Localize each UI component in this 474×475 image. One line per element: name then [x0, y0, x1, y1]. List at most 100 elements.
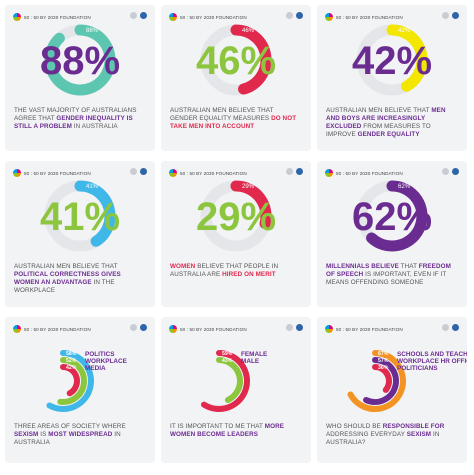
foundation-logo-icon: [13, 325, 21, 333]
infographic-card: 50 : 50 BY 2030 FOUNDATION 59% FEMALE 43% MA…: [161, 317, 311, 463]
sponsor-logo-icon: [140, 12, 147, 19]
sponsor-logos: [286, 12, 303, 19]
caption-text: AUSTRALIAN MEN BELIEVE THAT: [326, 107, 432, 114]
caption-text: IS IMPORTANT, EVEN IF IT MEANS OFFENDING…: [326, 271, 447, 286]
caption-highlight: WOMEN: [170, 263, 196, 270]
foundation-logo-icon: [13, 169, 21, 177]
foundation-name: 50 : 50 BY 2030 FOUNDATION: [336, 326, 403, 332]
sponsor-logo-icon: [442, 12, 449, 19]
foundation-header: 50 : 50 BY 2030 FOUNDATION: [169, 168, 247, 178]
sponsor-logo-icon: [442, 324, 449, 331]
caption-text: FROM MEASURES TO IMPROVE: [326, 123, 431, 138]
caption-highlight: MILLENNIALS BELIEVE: [326, 263, 399, 270]
gauge-value: 42%: [352, 39, 432, 83]
card-caption: AUSTRALIAN MEN BELIEVE THAT POLITICAL CO…: [14, 263, 146, 295]
gauge-arc: [230, 24, 272, 95]
gauge-small-label: 41%: [86, 184, 99, 190]
caption-text: THAT: [398, 263, 419, 270]
caption-highlight: RESPONSIBLE FOR: [382, 423, 445, 430]
caption-text: AUSTRALIAN MEN BELIEVE THAT GENDER EQUAL…: [170, 107, 274, 122]
sponsor-logos: [130, 12, 147, 19]
sponsor-logos: [130, 168, 147, 175]
sponsor-logo-icon: [296, 324, 303, 331]
sponsor-logos: [442, 168, 459, 175]
card-caption: AUSTRALIAN MEN BELIEVE THAT GENDER EQUAL…: [170, 107, 302, 131]
card-caption: THREE AREAS OF SOCIETY WHERE SEXISM IS M…: [14, 423, 146, 447]
sponsor-logo-icon: [442, 168, 449, 175]
foundation-name: 50 : 50 BY 2030 FOUNDATION: [24, 14, 91, 20]
caption-highlight: GENDER EQUALITY: [357, 131, 420, 138]
sponsor-logo-icon: [130, 168, 137, 175]
infographic-card: 50 : 50 BY 2030 FOUNDATION 29% 29% WOMEN BE…: [161, 161, 311, 307]
ring-arc: [347, 350, 406, 412]
foundation-header: 50 : 50 BY 2030 FOUNDATION: [13, 168, 91, 178]
foundation-name: 50 : 50 BY 2030 FOUNDATION: [180, 170, 247, 176]
caption-highlight: DO NOT TAKE MEN INTO ACCOUNT: [170, 115, 297, 130]
infographic-card: 50 : 50 BY 2030 FOUNDATION 46% 46% AUSTRALI…: [161, 5, 311, 151]
gauge-small-label: 42%: [398, 28, 411, 34]
ring-arc: [216, 357, 243, 403]
gauge-value: 88%: [40, 39, 120, 83]
foundation-header: 50 : 50 BY 2030 FOUNDATION: [325, 12, 403, 22]
sponsor-logo-icon: [140, 168, 147, 175]
infographic-card: 50 : 50 BY 2030 FOUNDATION 88% 88% THE VAST…: [5, 5, 155, 151]
caption-text: BELIEVE THAT PEOPLE IN AUSTRALIA ARE: [170, 263, 279, 278]
sponsor-logo-icon: [286, 12, 293, 19]
gauge-chart: 41% 41%: [40, 180, 120, 252]
foundation-logo-icon: [13, 13, 21, 21]
infographic-card: 50 : 50 BY 2030 FOUNDATION 67% SCHOOLS AND…: [317, 317, 467, 463]
gauge-arc: [366, 180, 428, 252]
caption-highlight: GENDER INEQUALITY IS STILL A PROBLEM: [14, 115, 133, 130]
caption-text: IS: [38, 431, 49, 438]
caption-text: IN AUSTRALIA: [71, 123, 118, 130]
foundation-name: 50 : 50 BY 2030 FOUNDATION: [336, 170, 403, 176]
caption-text: AUSTRALIAN MEN BELIEVE THAT: [14, 263, 118, 270]
card-caption: WHO SHOULD BE RESPONSIBLE FOR ADDRESSING…: [326, 423, 458, 447]
gauge-chart: 59% FEMALE 43% MALE: [201, 350, 268, 412]
gauge-chart: 62% 62%: [352, 180, 432, 252]
ring-arc: [46, 350, 94, 412]
infographic-card: 50 : 50 BY 2030 FOUNDATION 41% 41% AUSTRALI…: [5, 161, 155, 307]
foundation-name: 50 : 50 BY 2030 FOUNDATION: [180, 14, 247, 20]
foundation-header: 50 : 50 BY 2030 FOUNDATION: [13, 324, 91, 334]
foundation-logo-icon: [169, 325, 177, 333]
caption-highlight: MOST WIDESPREAD: [48, 431, 113, 438]
gauge-value: 62%: [352, 195, 432, 239]
gauge-value: 46%: [196, 39, 276, 83]
ring-value-label: 58%: [66, 351, 77, 357]
sponsor-logo-icon: [452, 324, 459, 331]
ring-series-name: FEMALE: [241, 351, 268, 358]
gauge-small-label: 62%: [398, 184, 411, 190]
gauge-small-label: 29%: [242, 184, 255, 190]
caption-text: ADDRESSING EVERYDAY: [326, 431, 407, 438]
infographic-card: 50 : 50 BY 2030 FOUNDATION 42% 42% AUSTRALI…: [317, 5, 467, 151]
ring-arc: [57, 356, 87, 405]
infographic-card: 50 : 50 BY 2030 FOUNDATION 62% 62% MILLENNI…: [317, 161, 467, 307]
caption-text: THE VAST MAJORITY OF AUSTRALIANS AGREE T…: [14, 107, 137, 122]
card-caption: WOMEN BELIEVE THAT PEOPLE IN AUSTRALIA A…: [170, 263, 302, 279]
foundation-name: 50 : 50 BY 2030 FOUNDATION: [180, 326, 247, 332]
foundation-header: 50 : 50 BY 2030 FOUNDATION: [169, 12, 247, 22]
foundation-name: 50 : 50 BY 2030 FOUNDATION: [24, 170, 91, 176]
ring-series-name: SCHOOLS AND TEACHERS: [397, 351, 467, 358]
ring-series-name: POLITICIANS: [397, 365, 438, 372]
ring-value-label: 36%: [378, 365, 389, 371]
foundation-logo-icon: [325, 169, 333, 177]
ring-value-label: 42%: [66, 365, 77, 371]
sponsor-logo-icon: [452, 12, 459, 19]
ring-series-name: MEDIA: [85, 365, 106, 372]
foundation-logo-icon: [169, 169, 177, 177]
caption-text: IN THE WORKPLACE: [14, 279, 115, 294]
sponsor-logos: [286, 324, 303, 331]
foundation-header: 50 : 50 BY 2030 FOUNDATION: [169, 324, 247, 334]
sponsor-logo-icon: [130, 324, 137, 331]
gauge-chart: 88% 88%: [40, 24, 120, 96]
ring-series-name: POLITICS: [85, 351, 115, 358]
ring-value-label: 59%: [222, 351, 233, 357]
caption-highlight: HIRED ON MERIT: [222, 271, 276, 278]
ring-arc: [372, 364, 392, 393]
gauge-arc: [230, 180, 272, 229]
sponsor-logo-icon: [286, 168, 293, 175]
ring-series-name: WORKPLACE: [85, 358, 128, 365]
